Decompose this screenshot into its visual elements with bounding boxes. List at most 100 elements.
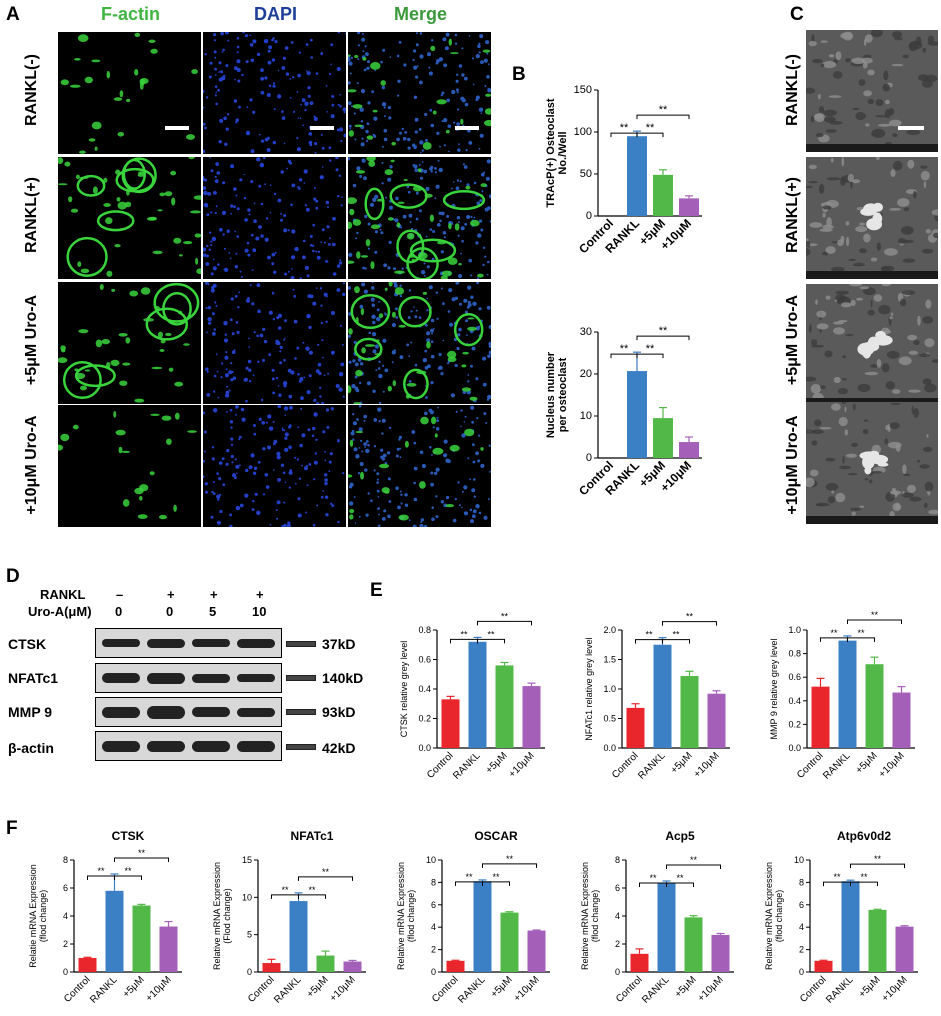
significance-mark: ** [874,854,882,864]
wb-strip-1 [95,628,282,658]
significance-bracket [114,875,142,880]
bar-+5μM [653,418,673,458]
y-tick-label: 0.6 [788,672,801,682]
y-axis-label: (flod change) [406,890,416,943]
micro-image-r4-c1 [58,405,201,527]
significance-bracket [662,639,690,644]
wb-band [237,707,275,717]
y-axis-label: Relative mRNA Expression [212,862,222,970]
bar-RANKL [657,883,676,972]
uro-value-4: 10 [252,604,267,619]
significance-mark: ** [487,629,495,639]
c-row-label-rankl-pos: RANKL(+) [784,177,801,253]
y-tick-label: 8 [799,877,804,887]
wb-band [192,707,230,717]
y-tick-label: 6 [431,900,436,910]
chart-title: Atp6v0d2 [837,829,891,843]
category-label: Control [798,974,829,1005]
bar-+5μM [653,174,673,216]
bar-+10μM [707,693,726,748]
y-tick-label: 6 [615,883,620,893]
y-tick-label: 6 [63,883,68,893]
micro-image-r1-c2 [203,32,346,154]
sem-image-r4 [806,402,938,524]
y-tick-label: 0.4 [418,684,431,694]
bar-+5μM [865,664,884,748]
wb-band [237,740,275,752]
chart-f-atp6v0d2: Atp6v0d2 0 2 4 6 8 10 Relative mRNA Expression(… [764,829,918,1006]
significance-mark: ** [620,343,629,355]
significance-mark: ** [281,885,289,895]
wb-band [102,673,140,683]
y-tick-label: 6 [799,900,804,910]
significance-bracket [850,881,878,887]
wb-band [237,638,275,648]
significance-bracket [662,621,717,626]
category-label: +10μM [877,750,907,780]
size-37kd: 37kD [322,636,356,652]
bar-+10μM [679,442,699,458]
bar-RANKL [473,881,492,972]
micro-image-r1-c1 [58,32,201,154]
bar-+10μM [159,926,178,972]
y-tick-label: 150 [574,84,592,96]
category-label: Control [246,974,277,1005]
bar-RANKL [838,640,857,748]
category-label: Control [610,750,641,781]
wb-band [102,706,140,718]
y-axis-label: (flod change) [590,890,600,943]
micro-image-r3-c1 [58,282,201,404]
wb-band [147,672,185,684]
significance-bracket [636,353,664,359]
y-tick-label: 2.0 [603,625,616,635]
y-tick-label: 10 [426,855,436,865]
y-tick-label: 1.0 [788,625,801,635]
significance-bracket [477,638,505,644]
wb-band [147,705,185,719]
y-tick-label: 0.0 [418,743,431,753]
y-tick-label: 0 [615,967,620,977]
significance-mark: ** [857,628,865,638]
significance-bracket [847,619,902,624]
chart-title: CTSK [112,829,145,843]
row-label-rankl-neg: RANKL(-) [23,54,40,126]
micro-image-r3-c3 [348,282,491,404]
c-row-label-5um: +5μM Uro-A [784,294,801,386]
significance-bracket [482,863,537,868]
wb-band [192,673,230,683]
y-tick-label: 0.8 [418,625,431,635]
y-tick-label: 0 [247,967,252,977]
bar-Control [626,707,645,748]
category-label: Control [62,974,93,1005]
bar-RANKL [653,644,672,748]
bar-RANKL [627,136,647,216]
micro-image-r2-c1 [58,157,201,279]
marker-1 [286,641,316,647]
sem-scale-bar [898,126,924,130]
y-tick-label: 0.2 [788,719,801,729]
significance-mark: ** [492,872,500,882]
sem-image-r1 [806,30,938,152]
category-label: +10μM [692,750,722,780]
significance-mark: ** [620,122,629,134]
bar-+10μM [522,686,541,748]
protein-nfatc1: NFATc1 [8,670,59,686]
category-label: +10μM [144,974,174,1004]
y-tick-label: 5 [247,930,252,940]
significance-bracket [636,132,664,138]
wb-band [237,674,275,682]
significance-bracket [298,876,353,881]
category-label: RANKL [824,974,856,1006]
significance-mark: ** [138,848,146,858]
rankl-label: RANKL [40,587,86,602]
panel-letter-e: E [370,580,383,601]
col-head-dapi: DAPI [253,4,297,24]
significance-mark: ** [646,343,655,355]
y-tick-label: 100 [574,126,592,138]
panel-letter-c: C [790,4,804,25]
wb-strip-3 [95,697,282,727]
marker-3 [286,709,316,715]
micro-image-r3-c2 [203,282,346,404]
wb-band [102,740,140,752]
